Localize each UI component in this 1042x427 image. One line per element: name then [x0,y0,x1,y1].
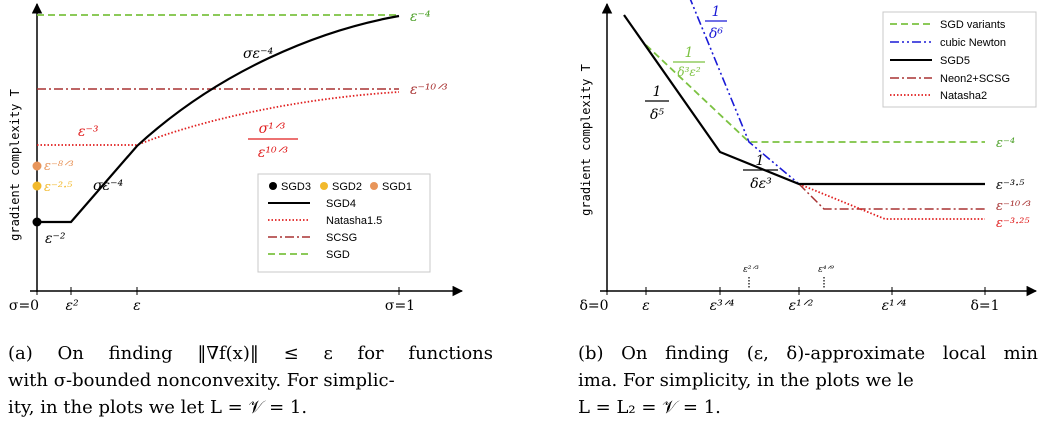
chart-a-annotation: σε⁻⁴ [243,46,273,62]
chart-b-legend-label: Neon2+SCSG [940,73,1010,85]
chart-b-series-natasha2 [798,183,985,220]
chart-b: gradient complexity T δ=0 ε ε³ᐟ⁴ ε¹ᐟ² ε¹… [579,0,1038,314]
chart-a-ylabel: gradient complexity T [8,89,22,241]
chart-a-series-sgd4 [37,14,400,224]
chart-b-tick-label: ε¹ᐟ⁴ [882,298,907,314]
chart-b-series-neon2 [798,183,985,210]
chart-a-annotation: ε⁻¹⁰ᐟ³ [410,82,448,98]
chart-a-annotation: σε⁻⁴ [93,178,123,194]
chart-b-minor-mark-label: ε²ᐟ³ [743,265,759,275]
chart-a-tick-label: σ=1 [385,298,415,314]
chart-a-legend-label: SGD2 [332,181,362,193]
chart-a-legend-marker [269,182,277,190]
chart-a-legend-label: SCSG [326,232,357,244]
chart-b-legend-label: SGD5 [940,55,970,67]
chart-a-point-sgd3 [32,217,42,227]
chart-a-tick-label: σ=0 [9,298,39,314]
chart-b-annotation: 1 [756,153,765,169]
chart-b-ylabel: gradient complexity T [579,64,593,216]
caption-b-line: L = L₂ = 𝒱 = 1. [578,397,721,418]
chart-a-legend-label: SGD4 [326,198,356,210]
chart-b-annotation: ε⁻¹⁰ᐟ³ [996,199,1031,214]
chart-b-annotation: δ⁵ [650,107,664,123]
chart-a-legend-label: SGD3 [281,181,311,193]
chart-a-legend-marker [320,182,328,190]
chart-b-legend-label: SGD variants [940,19,1006,31]
chart-a-point-sgd2 [32,181,42,191]
chart-b-minor-mark-label: ε⁴ᐟ⁹ [818,265,834,275]
chart-a-tick-label: ε² [65,298,79,314]
chart-a-annotation: ε⁻⁴ [410,9,431,25]
chart-a-annotation: ε⁻⁸ᐟ³ [44,159,74,174]
chart-a-tick-label: ε [133,298,141,314]
chart-a-legend: SGD3 SGD2 SGD1 SGD4 Natasha1.5 SCSG SGD [257,173,431,273]
chart-b-annotation: ε⁻³·⁵ [996,178,1025,193]
chart-b-tick-label: ε³ᐟ⁴ [710,298,735,314]
chart-a: gradient complexity T σ=0 ε² ε σ=1 ε⁻⁴ σ… [8,2,464,314]
chart-a-annotation: ε⁻²·⁵ [44,180,73,195]
chart-a-legend-label: Natasha1.5 [326,215,382,227]
chart-b-annotation: δ⁶ [709,26,723,42]
chart-b-tick-label: δ=1 [970,298,999,314]
chart-b-tick-label: δ=0 [579,298,608,314]
caption-a: (a) On finding ‖∇f(x)‖ ≤ ε for functions… [8,340,493,421]
chart-b-annotation: δε³ [750,176,772,192]
caption-b: (b) On finding (ε, δ)-approximate local … [578,340,1038,421]
chart-a-legend-label: SGD [326,249,350,261]
chart-a-annotation: ε⁻³ [78,124,99,140]
chart-b-legend: SGD variants cubic Newton SGD5 Neon2+SCS… [882,11,1037,108]
chart-a-legend-box [257,173,431,273]
chart-a-annotation: ε⁻² [45,231,66,247]
chart-b-annotation: 1 [685,45,694,61]
caption-a-line: (a) On finding ‖∇f(x)‖ ≤ ε for functions [8,343,493,364]
chart-a-point-sgd1 [32,161,42,171]
chart-a-series-natasha [37,91,400,146]
chart-b-annotation: ε⁻³·²⁵ [996,216,1030,231]
caption-b-line: (b) On finding (ε, δ)-approximate local … [578,343,1038,364]
chart-b-tick-label: ε [642,298,650,314]
chart-b-series-sgd5 [623,14,985,186]
chart-b-annotation: 1 [653,84,662,100]
chart-a-annotation: σ¹ᐟ³ [259,121,286,137]
chart-b-annotation: ε⁻⁴ [996,136,1015,151]
chart-b-annotation: δ³ε² [677,65,700,79]
chart-b-legend-label: cubic Newton [940,37,1006,49]
chart-a-legend-label: SGD1 [382,181,412,193]
chart-b-series-cubic-newton [689,0,800,185]
chart-b-tick-label: ε¹ᐟ² [789,298,814,314]
chart-a-legend-marker [370,182,378,190]
chart-b-annotation: 1 [712,4,721,20]
caption-a-line: with σ-bounded nonconvexity. For simplic… [8,370,395,391]
chart-b-series-sgd-variants [645,44,985,143]
caption-b-line: ima. For simplicity, in the plots we le [578,370,914,391]
caption-a-line: ity, in the plots we let L = 𝒱 = 1. [8,397,308,418]
chart-b-legend-label: Natasha2 [940,90,987,102]
chart-a-annotation: ε¹⁰ᐟ³ [258,145,289,161]
